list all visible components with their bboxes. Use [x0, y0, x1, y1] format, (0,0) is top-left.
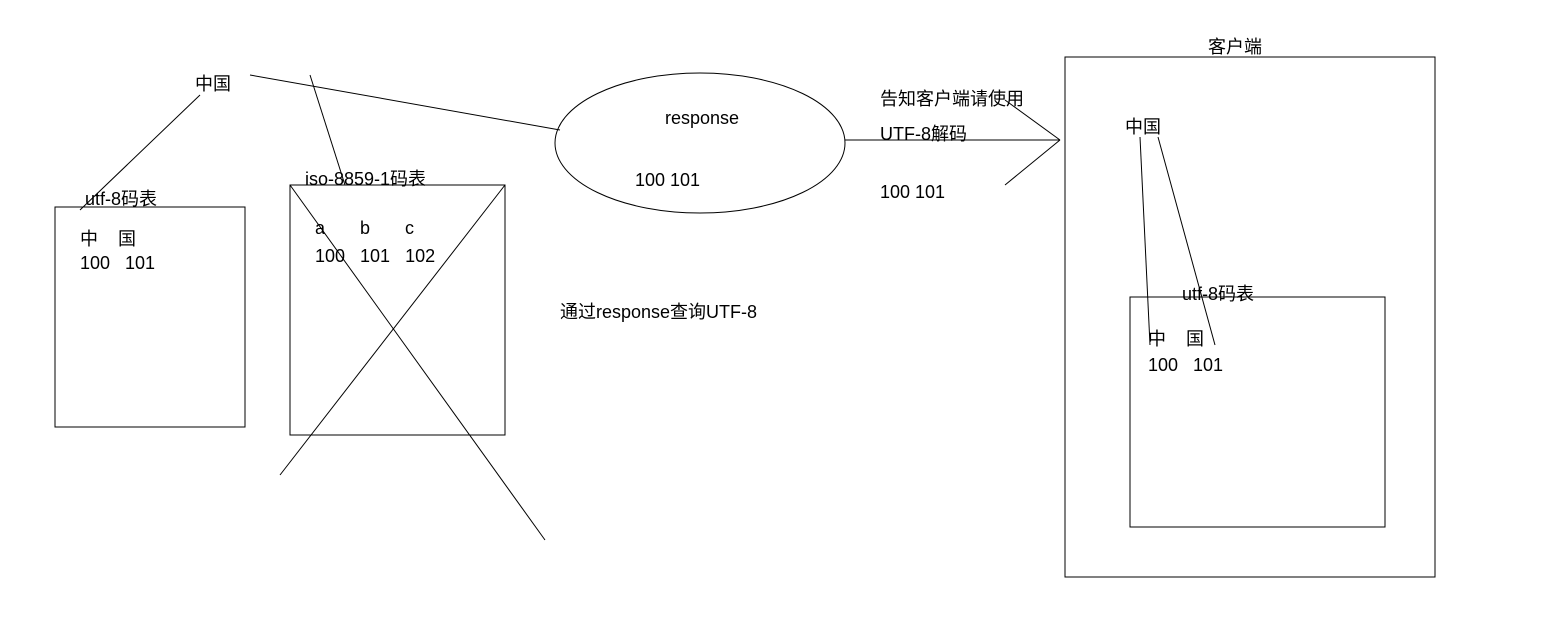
response-title-label: response — [665, 108, 739, 129]
query-note-label: 通过response查询UTF-8 — [560, 298, 757, 324]
utf8-table-title: utf-8码表 — [85, 185, 157, 211]
client-outer-box — [1065, 57, 1435, 577]
diagram-stage: 中国 utf-8码表 中 国 100 101 iso-8859-1码表 a b … — [0, 0, 1550, 622]
iso-table-row1: a b c — [315, 218, 414, 239]
iso-table-row2: 100 101 102 — [315, 246, 435, 267]
line-client-src-right — [1158, 137, 1215, 345]
inform-line2-label: UTF-8解码 — [880, 120, 967, 146]
client-text-label: 中国 — [1125, 113, 1161, 139]
diagram-svg — [0, 0, 1550, 622]
source-text-label: 中国 — [195, 70, 231, 96]
utf8-table-row2: 100 101 — [80, 253, 155, 274]
response-ellipse — [555, 73, 845, 213]
line-client-src-left — [1140, 137, 1150, 345]
utf8-table-row1: 中 国 — [80, 225, 136, 251]
iso-table-title: iso-8859-1码表 — [305, 165, 426, 191]
line-source-to-response — [250, 75, 560, 130]
client-utf8-title-label: utf-8码表 — [1182, 280, 1254, 306]
client-utf8-row1-label: 中 国 — [1148, 325, 1204, 351]
inform-line3-label: 100 101 — [880, 182, 945, 203]
response-body-label: 100 101 — [635, 170, 700, 191]
line-arrow-head-bottom — [1005, 140, 1060, 185]
inform-line1-label: 告知客户端请使用 — [880, 85, 1024, 111]
client-title-label: 客户端 — [1208, 33, 1262, 59]
client-utf8-row2-label: 100 101 — [1148, 355, 1223, 376]
